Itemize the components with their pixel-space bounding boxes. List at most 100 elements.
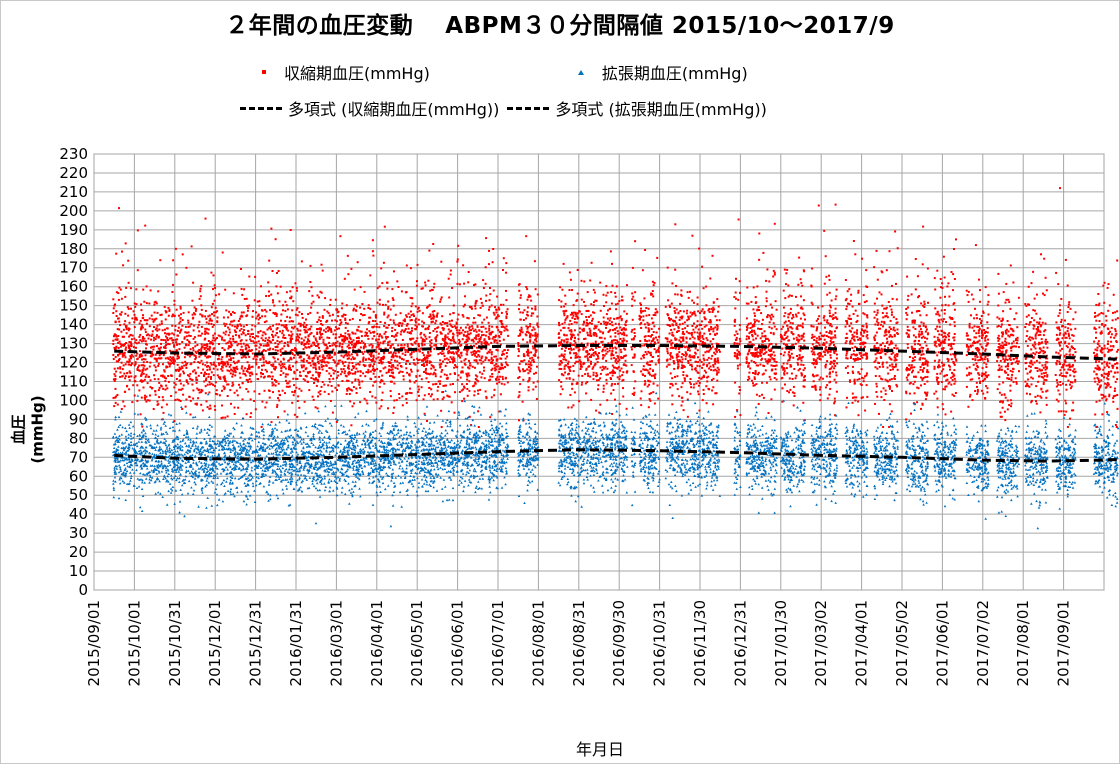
systolic-point <box>222 331 225 334</box>
systolic-point <box>714 368 717 371</box>
systolic-point <box>409 296 412 299</box>
systolic-point <box>421 287 424 290</box>
systolic-point <box>164 339 167 342</box>
systolic-point <box>123 372 126 375</box>
systolic-point <box>533 372 536 375</box>
systolic-point <box>466 375 469 378</box>
systolic-point <box>594 332 597 334</box>
systolic-point <box>341 315 344 318</box>
systolic-point <box>389 395 392 398</box>
systolic-point <box>477 389 479 392</box>
systolic-point <box>588 365 591 368</box>
systolic-point <box>705 337 708 340</box>
systolic-point <box>645 353 648 356</box>
systolic-point <box>488 351 491 354</box>
systolic-point <box>670 318 673 321</box>
systolic-point <box>506 329 509 332</box>
systolic-point <box>190 362 193 365</box>
systolic-point <box>689 378 692 380</box>
systolic-point <box>180 328 183 331</box>
systolic-point <box>640 321 643 324</box>
systolic-point <box>570 347 572 350</box>
systolic-point <box>178 388 181 391</box>
systolic-point <box>249 335 252 338</box>
systolic-point <box>330 331 333 333</box>
systolic-point <box>127 314 130 317</box>
systolic-point <box>142 380 145 383</box>
systolic-point <box>595 346 598 349</box>
systolic-point <box>140 374 142 377</box>
systolic-point <box>345 353 348 356</box>
systolic-point <box>152 353 154 356</box>
systolic-point <box>482 360 485 363</box>
systolic-point <box>428 360 431 363</box>
systolic-point <box>150 346 152 349</box>
systolic-point <box>739 352 741 355</box>
systolic-point <box>495 316 498 319</box>
systolic-point <box>456 334 459 337</box>
systolic-point <box>530 364 533 367</box>
systolic-point <box>527 363 530 366</box>
systolic-point <box>593 327 596 330</box>
systolic-point <box>287 382 290 385</box>
systolic-point <box>183 372 185 375</box>
systolic-point <box>166 337 169 339</box>
systolic-point <box>331 390 334 393</box>
systolic-point <box>247 344 249 347</box>
systolic-point <box>586 344 589 347</box>
systolic-point <box>431 365 434 368</box>
systolic-point <box>312 356 315 359</box>
systolic-point <box>242 325 245 328</box>
systolic-point <box>325 320 328 323</box>
systolic-point <box>115 335 118 338</box>
systolic-point <box>587 374 590 377</box>
systolic-point <box>322 338 325 341</box>
systolic-point <box>708 329 711 332</box>
systolic-point <box>192 281 195 284</box>
systolic-point <box>563 334 566 337</box>
systolic-point <box>531 307 533 310</box>
systolic-point <box>463 282 466 285</box>
systolic-point <box>644 339 647 342</box>
systolic-point <box>645 314 648 317</box>
systolic-point <box>164 332 166 335</box>
systolic-point <box>673 367 676 370</box>
systolic-point <box>384 335 387 338</box>
systolic-point <box>566 338 569 341</box>
systolic-point <box>342 368 345 371</box>
systolic-point <box>710 368 713 371</box>
systolic-point <box>649 380 652 383</box>
systolic-point <box>197 397 200 400</box>
systolic-point <box>370 343 373 346</box>
systolic-point <box>205 349 208 352</box>
systolic-point <box>424 358 427 361</box>
systolic-point <box>140 373 143 376</box>
systolic-point <box>266 370 268 373</box>
systolic-point <box>272 391 274 394</box>
systolic-point <box>405 398 408 400</box>
systolic-point <box>586 342 589 345</box>
systolic-point <box>607 342 610 345</box>
systolic-point <box>289 337 292 340</box>
systolic-point <box>312 335 315 338</box>
systolic-point <box>617 332 620 335</box>
systolic-point <box>417 385 420 388</box>
systolic-point <box>355 305 358 308</box>
systolic-point <box>321 269 324 272</box>
systolic-point <box>325 327 328 330</box>
systolic-point <box>153 345 156 348</box>
systolic-point <box>520 326 523 329</box>
systolic-point <box>698 247 701 250</box>
systolic-point <box>480 357 483 360</box>
systolic-point <box>609 347 612 349</box>
systolic-point <box>501 378 504 381</box>
systolic-point <box>668 340 671 343</box>
systolic-point <box>119 352 122 355</box>
systolic-point <box>369 307 372 310</box>
systolic-point <box>415 375 418 378</box>
systolic-point <box>272 383 275 386</box>
systolic-point <box>228 328 231 331</box>
systolic-point <box>167 306 170 309</box>
systolic-point <box>601 332 604 335</box>
systolic-point <box>747 364 750 367</box>
